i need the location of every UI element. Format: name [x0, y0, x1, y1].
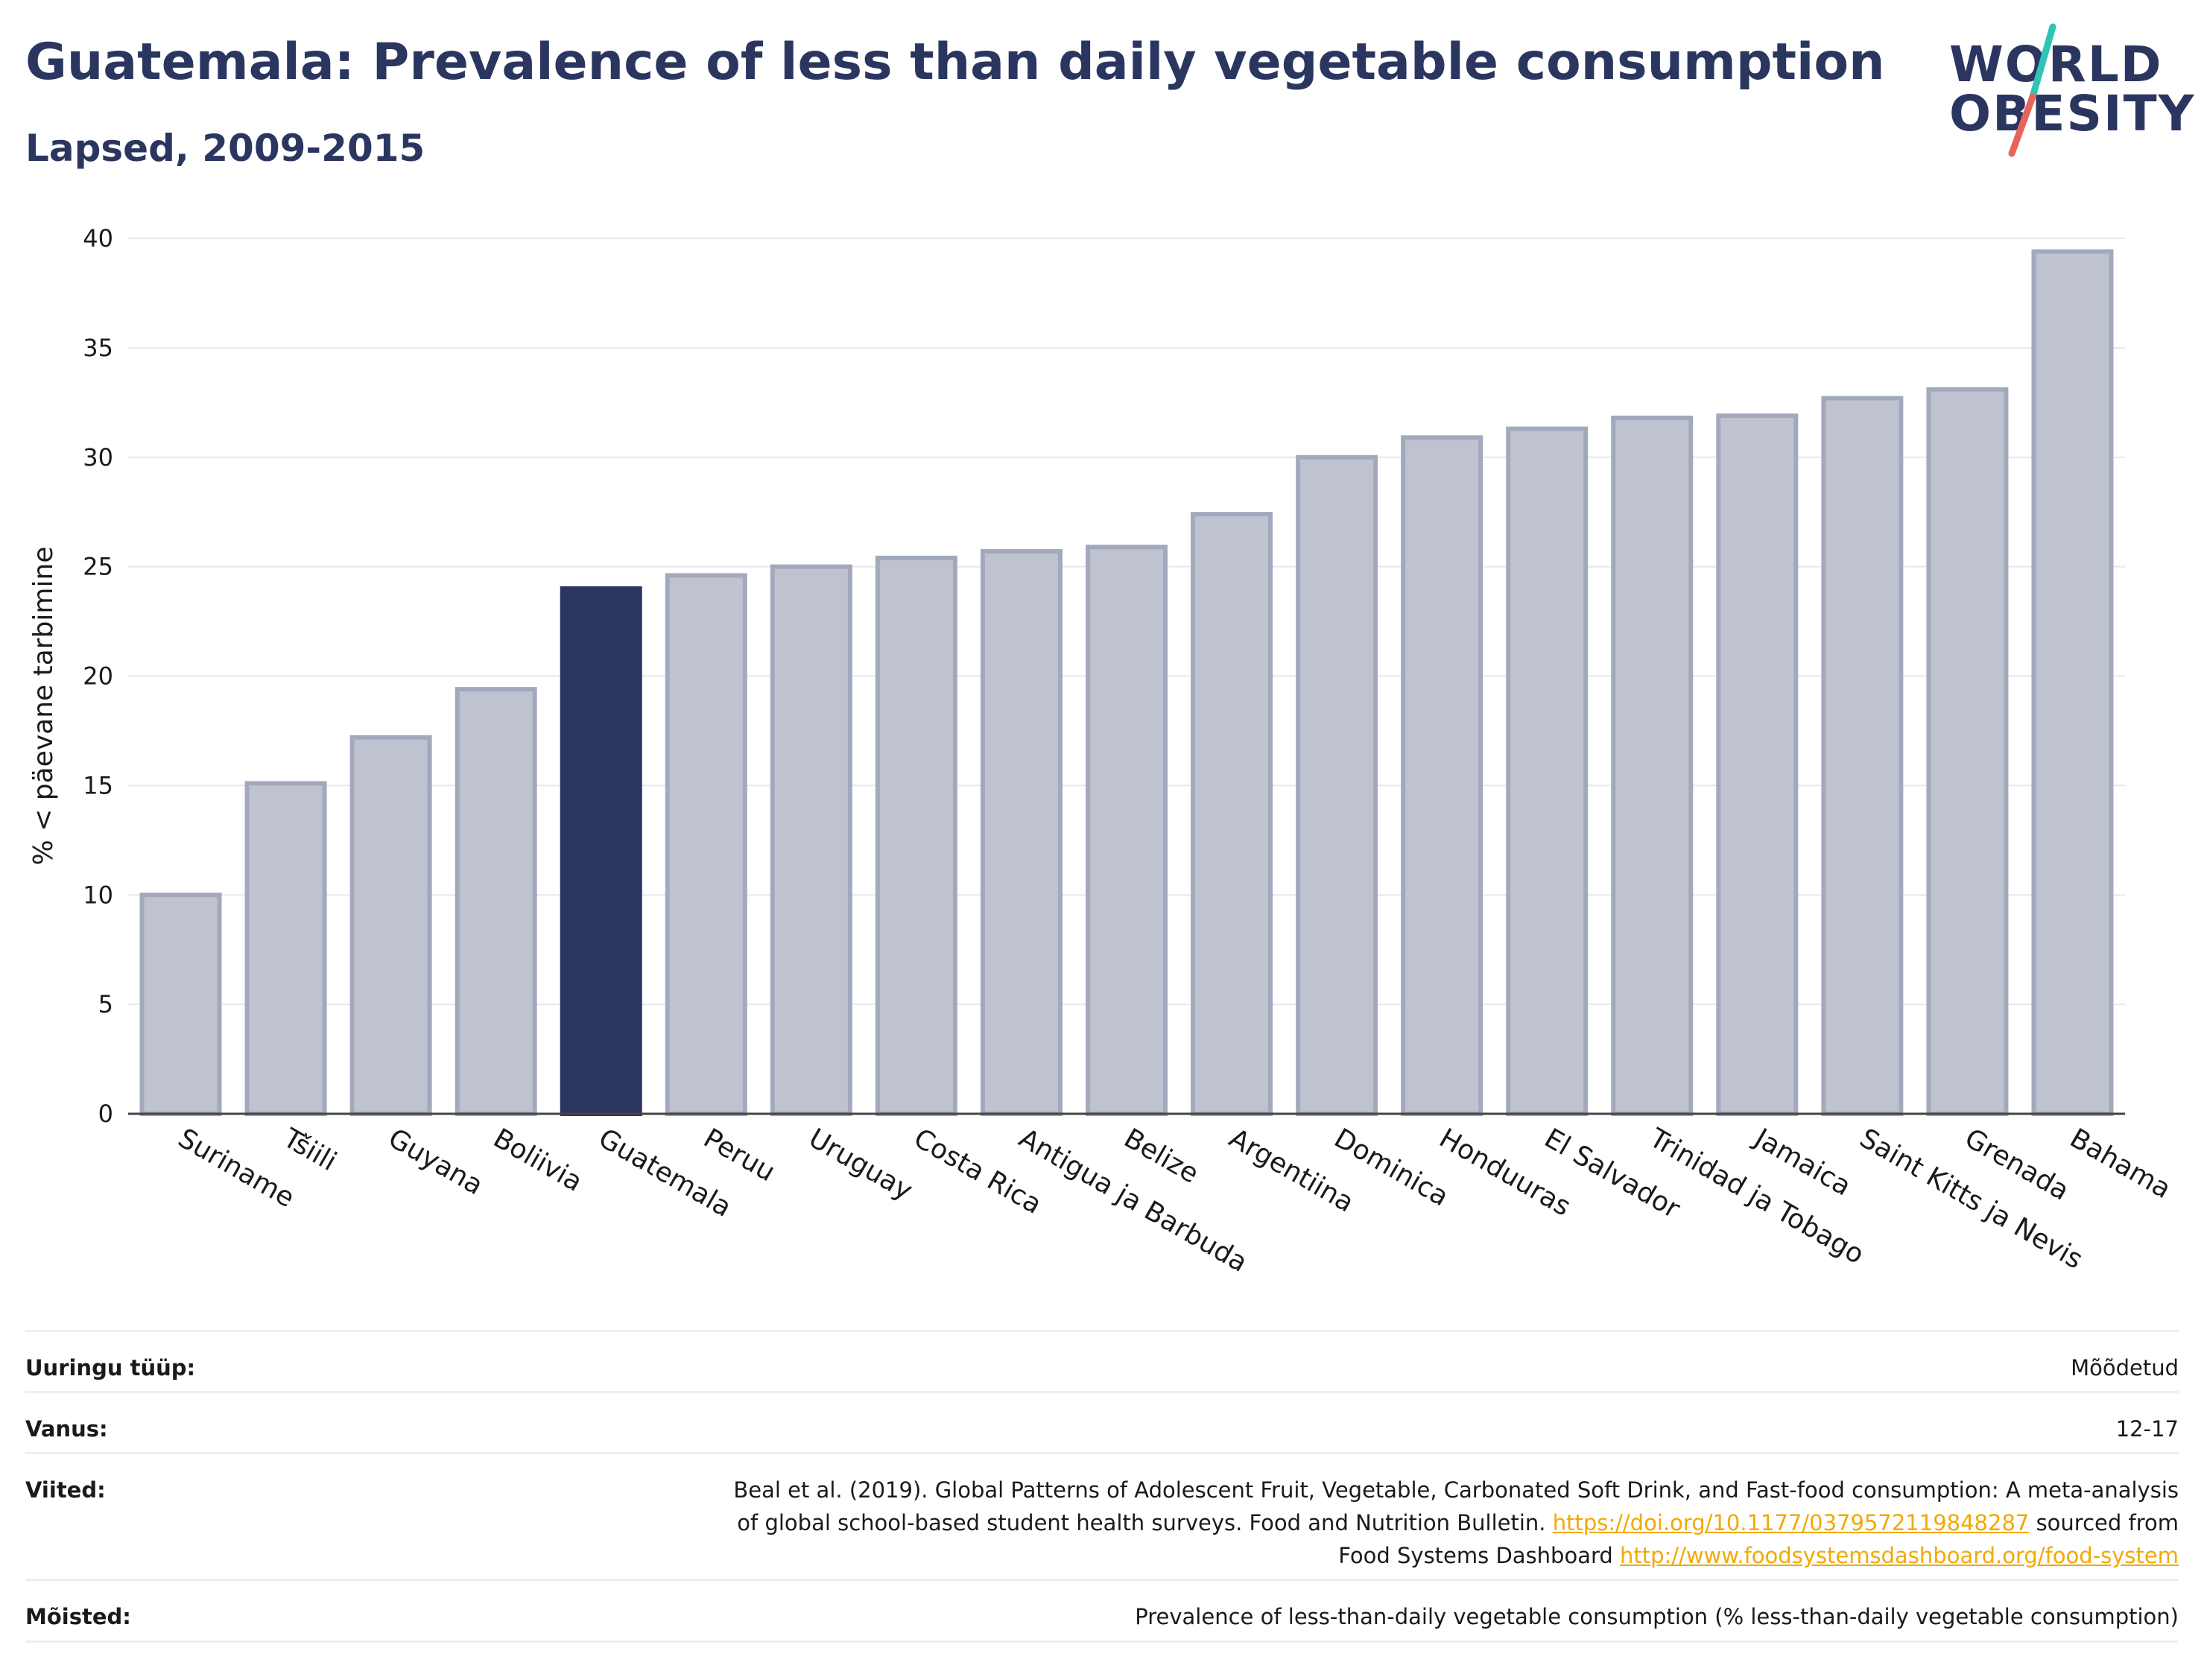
bar-uruguay[interactable]: [770, 564, 852, 1116]
bar-el-salvador[interactable]: [1506, 426, 1589, 1116]
x-tick-label-peruu: Peruu: [698, 1123, 780, 1188]
y-tick-label-0: 0: [98, 1100, 113, 1128]
y-tick-label-25: 25: [83, 553, 113, 581]
y-tick-label-30: 30: [83, 443, 113, 472]
bar-argentiina[interactable]: [1191, 512, 1273, 1116]
bar-jamaica[interactable]: [1716, 413, 1799, 1116]
y-axis-title: % < päevane tarbimine: [28, 547, 59, 866]
reference-line-2: of global school-based student health su…: [733, 1506, 2179, 1539]
reference-text-2: of global school-based student health su…: [737, 1510, 1553, 1535]
world-obesity-logo: WORLD OBESITY: [1937, 22, 2194, 164]
x-tick-label-guyana: Guyana: [383, 1123, 488, 1201]
y-tick-label-35: 35: [83, 334, 113, 362]
meta-row-references: Viited: Beal et al. (2019). Global Patte…: [25, 1452, 2179, 1579]
meta-value-definitions: Prevalence of less-than-daily vegetable …: [1135, 1604, 2179, 1629]
meta-value-age: 12-17: [2115, 1416, 2179, 1442]
bar-boliivia[interactable]: [455, 687, 537, 1116]
y-tick-label-10: 10: [83, 881, 113, 909]
meta-value-survey-type: Mõõdetud: [2071, 1355, 2179, 1381]
x-tick-label-suriname: Suriname: [173, 1123, 300, 1214]
x-tick-label-bahama: Bahama: [2065, 1123, 2176, 1205]
bar-grenada[interactable]: [1926, 387, 2009, 1116]
meta-label-survey-type: Uuringu tüüp:: [25, 1355, 196, 1381]
bar-series: [139, 249, 2114, 1116]
meta-row-age: Vanus: 12-17: [25, 1391, 2179, 1452]
bar-guyana[interactable]: [349, 735, 432, 1116]
y-tick-label-20: 20: [83, 662, 113, 691]
reference-line-3: Food Systems Dashboard http://www.foodsy…: [733, 1539, 2179, 1572]
logo-word-obesity: OBESITY: [1949, 85, 2196, 142]
reference-line-1: Beal et al. (2019). Global Patterns of A…: [733, 1477, 2179, 1503]
meta-row-survey-type: Uuringu tüüp: Mõõdetud: [25, 1330, 2179, 1391]
x-tick-label-boliivia: Boliivia: [488, 1123, 587, 1198]
meta-label-age: Vanus:: [25, 1416, 108, 1442]
reference-text-3: Food Systems Dashboard: [1338, 1543, 1621, 1568]
bar-dominica[interactable]: [1296, 454, 1378, 1116]
meta-row-definitions: Mõisted: Prevalence of less-than-daily v…: [25, 1579, 2179, 1643]
chart-subtitle: Lapsed, 2009-2015: [25, 127, 425, 170]
y-tick-label-40: 40: [83, 224, 113, 253]
bar-trinidad-ja-tobago[interactable]: [1611, 415, 1694, 1116]
meta-label-references: Viited:: [25, 1477, 106, 1503]
logo-slash-icon: [2008, 23, 2056, 157]
bar-antigua-ja-barbuda[interactable]: [980, 549, 1063, 1116]
bar-saint-kitts-ja-nevis[interactable]: [1821, 396, 1904, 1116]
bar-suriname[interactable]: [139, 893, 222, 1116]
bar-peruu[interactable]: [665, 573, 747, 1116]
bar-belize[interactable]: [1086, 545, 1168, 1116]
y-tick-label-15: 15: [83, 771, 113, 799]
x-tick-label-belize: Belize: [1119, 1123, 1204, 1189]
logo-word-world: WORLD: [1949, 36, 2163, 93]
y-tick-label-5: 5: [98, 990, 113, 1018]
chart-title: Guatemala: Prevalence of less than daily…: [25, 33, 1885, 92]
bar-costa-rica[interactable]: [875, 555, 957, 1116]
x-tick-label-uruguay: Uruguay: [803, 1123, 917, 1206]
meta-value-references: Beal et al. (2019). Global Patterns of A…: [733, 1474, 2179, 1572]
bar-honduuras[interactable]: [1401, 435, 1483, 1116]
x-tick-label-tsiili: Tšiili: [277, 1123, 341, 1177]
reference-text-2-tail: sourced from: [2029, 1510, 2179, 1535]
dashboard-link[interactable]: http://www.foodsystemsdashboard.org/food…: [1620, 1543, 2179, 1568]
doi-link[interactable]: https://doi.org/10.1177/0379572119848287: [1552, 1510, 2030, 1535]
meta-label-definitions: Mõisted:: [25, 1604, 131, 1629]
metadata-table: Uuringu tüüp: Mõõdetud Vanus: 12-17 Viit…: [25, 1330, 2179, 1643]
bar-bahama[interactable]: [2031, 249, 2114, 1116]
bar-tsiili[interactable]: [244, 781, 327, 1116]
bar-guatemala[interactable]: [560, 586, 642, 1116]
